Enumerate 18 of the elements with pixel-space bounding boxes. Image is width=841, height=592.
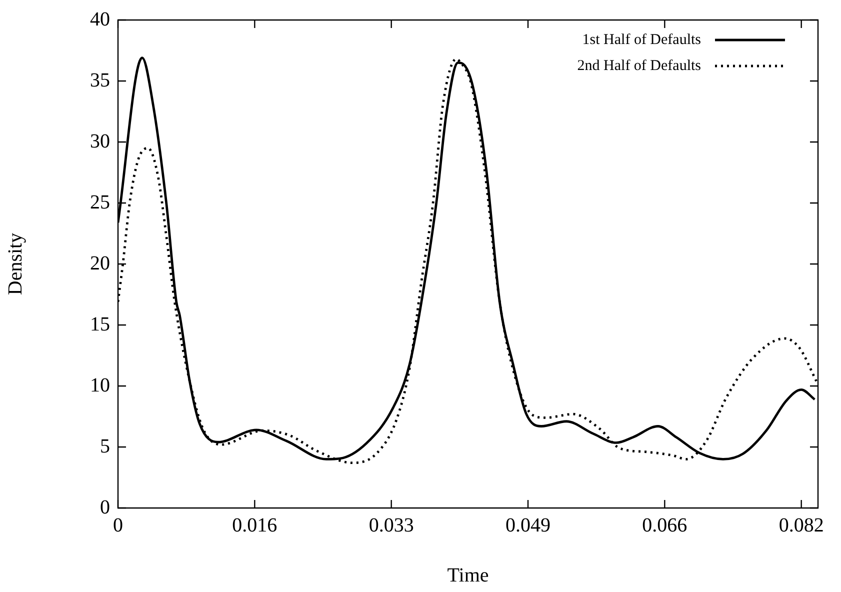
legend-label: 2nd Half of Defaults: [577, 58, 702, 74]
y-tick-label: 0: [100, 496, 110, 518]
x-tick-label: 0.066: [642, 514, 688, 536]
y-tick-label: 35: [90, 69, 110, 92]
y-tick-label: 20: [90, 252, 110, 274]
x-axis-title: Time: [447, 564, 489, 586]
x-tick-label: 0.016: [232, 514, 278, 536]
y-tick-label: 5: [100, 435, 110, 458]
x-tick-label: 0.049: [506, 514, 550, 536]
y-tick-label: 15: [90, 313, 110, 336]
legend-label: 1st Half of Defaults: [582, 32, 702, 48]
y-tick-label: 30: [90, 130, 110, 152]
x-tick-label: 0.033: [368, 514, 414, 536]
x-tick-label: 0.082: [778, 514, 824, 536]
y-tick-label: 10: [90, 374, 110, 396]
y-tick-label: 25: [90, 191, 110, 214]
y-tick-label: 40: [90, 8, 110, 30]
y-axis-title: Density: [4, 232, 26, 296]
